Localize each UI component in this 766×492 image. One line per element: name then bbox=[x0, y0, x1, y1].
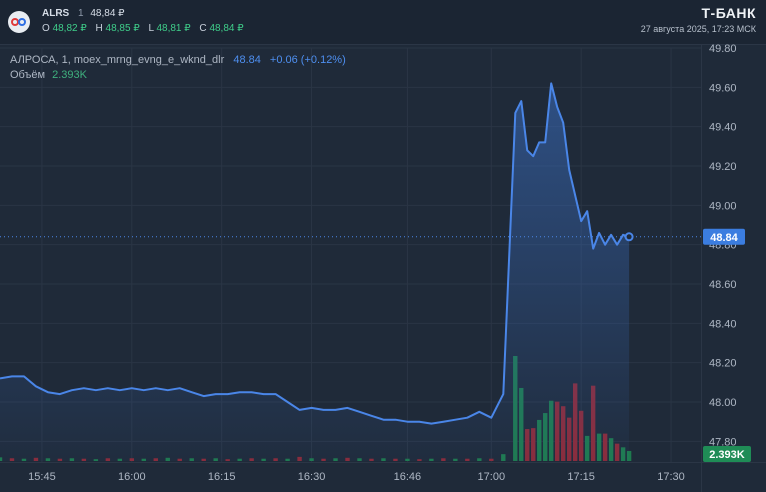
volume-bar bbox=[626, 450, 632, 461]
x-tick-label: 17:30 bbox=[657, 471, 685, 483]
y-tick-label: 49.00 bbox=[709, 200, 737, 212]
interval-label[interactable]: 1 bbox=[78, 8, 84, 19]
y-tick-label: 49.60 bbox=[709, 82, 737, 94]
y-tick-label: 48.60 bbox=[709, 279, 737, 291]
y-tick-label: 49.40 bbox=[709, 122, 737, 134]
last-price-marker bbox=[624, 232, 634, 242]
ohlc-line: O 48,82 ₽ H 48,85 ₽ L 48,81 ₽ C 48,84 ₽ bbox=[42, 23, 250, 34]
volume-legend: Объём 2.393K bbox=[10, 69, 87, 81]
y-tick-label: 48.40 bbox=[709, 318, 737, 330]
x-tick-label: 17:00 bbox=[478, 471, 506, 483]
x-tick-label: 16:46 bbox=[394, 471, 422, 483]
price-line bbox=[0, 82, 630, 425]
y-tick-label: 47.80 bbox=[709, 436, 737, 448]
volume-label[interactable]: Объём bbox=[10, 69, 46, 81]
price-area bbox=[0, 83, 630, 462]
volume-value: 2.393K bbox=[52, 69, 87, 81]
chart-header: ALRS 1 48,84 ₽ O 48,82 ₽ H 48,85 ₽ L 48,… bbox=[0, 0, 766, 45]
series-title[interactable]: АЛРОСА, 1, moex_mrng_evng_e_wknd_dlr bbox=[10, 54, 225, 66]
high-label: H bbox=[95, 23, 103, 34]
y-tick-label: 49.80 bbox=[709, 44, 737, 55]
open-label: O bbox=[42, 23, 50, 34]
alrosa-logo-icon bbox=[8, 11, 30, 33]
close-label: C bbox=[199, 23, 207, 34]
brand-logo: Т-БАНК bbox=[701, 5, 756, 21]
y-tick-label: 49.20 bbox=[709, 161, 737, 173]
low-label: L bbox=[148, 23, 154, 34]
last-price: 48,84 ₽ bbox=[90, 8, 125, 19]
x-tick-label: 16:30 bbox=[298, 471, 326, 483]
y-tick-label: 48.20 bbox=[709, 358, 737, 370]
legend-change: +0.06 (+0.12%) bbox=[269, 54, 346, 66]
x-tick-label: 17:15 bbox=[567, 471, 595, 483]
last-volume-tag-label: 2.393K bbox=[709, 449, 745, 461]
last-price-tag bbox=[703, 228, 745, 245]
x-tick-label: 16:00 bbox=[118, 471, 146, 483]
series-legend: АЛРОСА, 1, moex_mrng_evng_e_wknd_dlr 48.… bbox=[10, 54, 346, 66]
ticker-symbol[interactable]: ALRS bbox=[42, 8, 70, 19]
x-tick-label: 16:15 bbox=[208, 471, 236, 483]
low-value: 48,81 ₽ bbox=[156, 23, 191, 34]
last-price-tag-label: 48.84 bbox=[710, 232, 738, 244]
datetime: 27 августа 2025, 17:23 МСК bbox=[640, 24, 756, 34]
high-value: 48,85 ₽ bbox=[105, 23, 140, 34]
open-value: 48,82 ₽ bbox=[52, 23, 87, 34]
close-value: 48,84 ₽ bbox=[209, 23, 244, 34]
ticker-line: ALRS 1 48,84 ₽ bbox=[42, 8, 125, 19]
legend-price: 48.84 bbox=[233, 54, 261, 66]
price-chart[interactable]: 47.8048.0048.2048.4048.6048.8049.0049.20… bbox=[0, 44, 766, 492]
x-tick-label: 15:45 bbox=[28, 471, 56, 483]
last-volume-tag bbox=[703, 446, 751, 462]
y-tick-label: 48.00 bbox=[709, 397, 737, 409]
